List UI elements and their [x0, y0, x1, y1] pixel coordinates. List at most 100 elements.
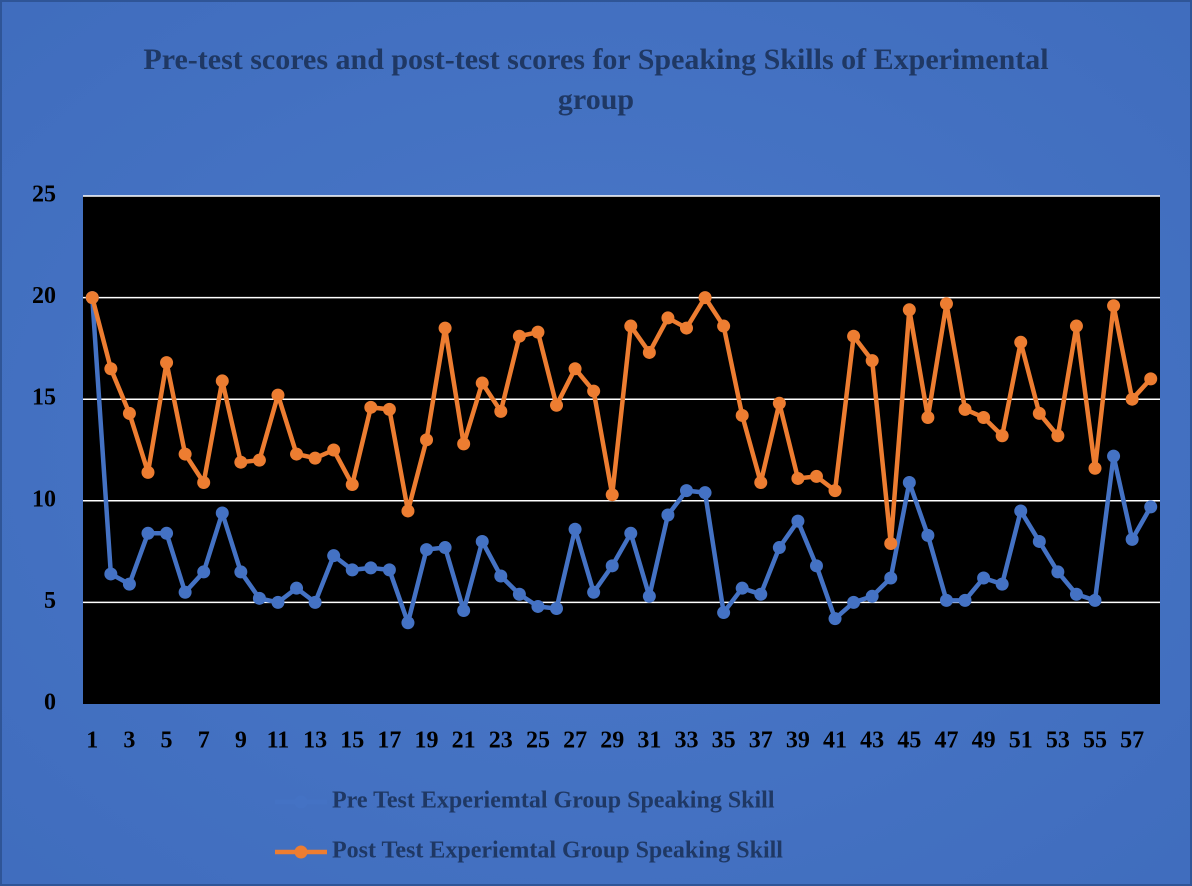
- x-tick-label: 17: [377, 728, 401, 754]
- data-point: [1032, 406, 1046, 420]
- data-point: [271, 595, 285, 609]
- data-point: [215, 374, 229, 388]
- data-point: [364, 561, 378, 575]
- x-tick-label: 37: [749, 728, 773, 754]
- chart-title: Pre-test scores and post-test scores for…: [143, 43, 1048, 116]
- data-point: [197, 476, 211, 490]
- data-point: [1051, 565, 1065, 579]
- data-point: [104, 362, 118, 376]
- data-point: [85, 291, 99, 305]
- data-point: [995, 429, 1009, 443]
- data-point: [1125, 532, 1139, 546]
- y-tick-label: 10: [32, 486, 56, 512]
- data-point: [791, 514, 805, 528]
- data-point: [345, 563, 359, 577]
- data-point: [679, 484, 693, 498]
- data-point: [698, 291, 712, 305]
- x-tick-label: 53: [1046, 728, 1070, 754]
- x-tick-label: 15: [340, 728, 364, 754]
- x-tick-label: 25: [526, 728, 550, 754]
- x-tick-label: 7: [198, 728, 210, 754]
- data-point: [457, 437, 471, 451]
- x-tick-label: 39: [786, 728, 810, 754]
- data-point: [809, 559, 823, 573]
- data-point: [902, 476, 916, 490]
- data-point: [327, 549, 341, 563]
- x-tick-label: 43: [860, 728, 884, 754]
- x-tick-label: 45: [897, 728, 921, 754]
- data-point: [531, 599, 545, 613]
- data-point: [735, 408, 749, 422]
- x-tick-label: 21: [452, 728, 476, 754]
- data-point: [977, 410, 991, 424]
- data-point: [772, 396, 786, 410]
- x-tick-label: 23: [489, 728, 513, 754]
- data-point: [290, 581, 304, 595]
- data-point: [679, 321, 693, 335]
- data-point: [234, 455, 248, 469]
- data-point: [252, 591, 266, 605]
- x-tick-label: 13: [303, 728, 327, 754]
- data-point: [735, 581, 749, 595]
- data-point: [828, 612, 842, 626]
- data-point: [420, 433, 434, 447]
- data-point: [791, 471, 805, 485]
- data-point: [865, 354, 879, 368]
- data-point: [457, 604, 471, 618]
- x-tick-label: 57: [1120, 728, 1144, 754]
- data-point: [494, 404, 508, 418]
- data-point: [921, 410, 935, 424]
- data-point: [1069, 587, 1083, 601]
- data-point: [401, 504, 415, 518]
- data-point: [550, 601, 564, 615]
- data-point: [995, 577, 1009, 591]
- x-tick-label: 31: [637, 728, 661, 754]
- x-tick-label: 55: [1083, 728, 1107, 754]
- data-point: [178, 447, 192, 461]
- y-tick-label: 15: [32, 385, 56, 411]
- data-point: [512, 329, 526, 343]
- data-point: [977, 571, 991, 585]
- data-point: [921, 528, 935, 542]
- data-point: [717, 606, 731, 620]
- data-point: [364, 400, 378, 414]
- data-point: [1014, 504, 1028, 518]
- data-point: [958, 593, 972, 607]
- data-point: [568, 522, 582, 536]
- data-point: [605, 559, 619, 573]
- data-point: [587, 384, 601, 398]
- data-point: [420, 543, 434, 557]
- data-point: [271, 388, 285, 402]
- data-point: [772, 541, 786, 555]
- data-point: [828, 484, 842, 498]
- data-point: [939, 297, 953, 311]
- data-point: [1125, 392, 1139, 406]
- data-point: [884, 536, 898, 550]
- data-point: [104, 567, 118, 581]
- data-point: [382, 563, 396, 577]
- data-point: [438, 541, 452, 555]
- data-point: [717, 319, 731, 333]
- legend-marker: [294, 795, 308, 809]
- data-point: [308, 451, 322, 465]
- data-point: [661, 311, 675, 325]
- x-tick-label: 1: [86, 728, 98, 754]
- data-point: [290, 447, 304, 461]
- data-point: [1107, 299, 1121, 313]
- data-point: [865, 589, 879, 603]
- data-point: [234, 565, 248, 579]
- data-point: [605, 488, 619, 502]
- y-tick-label: 20: [32, 283, 56, 309]
- data-point: [1107, 449, 1121, 463]
- y-tick-label: 5: [44, 588, 56, 614]
- data-point: [141, 526, 155, 540]
- data-point: [178, 585, 192, 599]
- x-tick-label: 33: [674, 728, 698, 754]
- data-point: [809, 469, 823, 483]
- data-point: [958, 402, 972, 416]
- data-point: [1144, 372, 1158, 386]
- data-point: [1069, 319, 1083, 333]
- x-tick-label: 29: [600, 728, 624, 754]
- series-line: [90, 295, 1153, 546]
- data-point: [1014, 335, 1028, 349]
